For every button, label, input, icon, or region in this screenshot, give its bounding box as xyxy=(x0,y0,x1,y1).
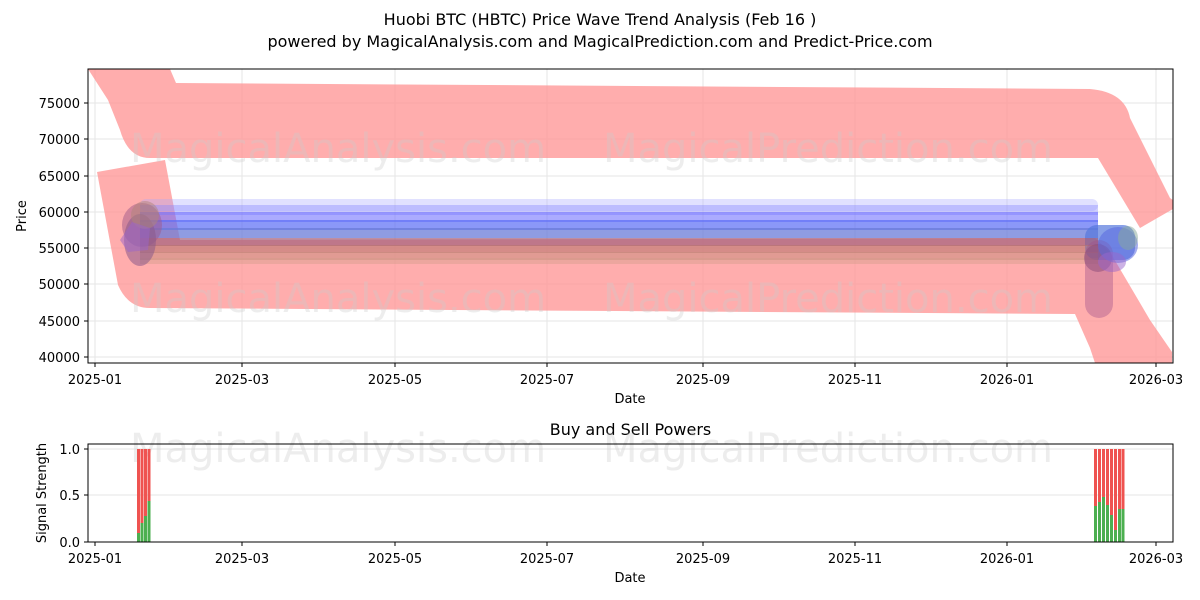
blue-trend-bands xyxy=(140,199,1135,260)
price-y-axis xyxy=(84,102,88,358)
y-tick: 60000 xyxy=(39,206,80,221)
brown-trend-bands xyxy=(140,238,1098,264)
y-tick: 1.0 xyxy=(59,443,80,458)
x-tick: 2026-03 xyxy=(1129,552,1183,567)
x-tick: 2025-01 xyxy=(68,373,122,388)
y-tick: 55000 xyxy=(39,242,80,257)
x-tick: 2025-01 xyxy=(68,552,122,567)
signal-x-axis xyxy=(94,542,1157,546)
x-tick: 2026-03 xyxy=(1129,373,1183,388)
y-tick: 70000 xyxy=(39,133,80,148)
y-tick: 75000 xyxy=(39,97,80,112)
x-tick: 2025-09 xyxy=(676,373,730,388)
left-cluster xyxy=(120,201,162,266)
x-tick: 2026-01 xyxy=(980,373,1034,388)
watermark-prediction: MagicalPrediction.com xyxy=(603,126,1053,172)
right-cluster xyxy=(1084,226,1138,318)
signal-y-axis xyxy=(84,448,88,543)
chart-subtitle: powered by MagicalAnalysis.com and Magic… xyxy=(267,32,933,51)
watermark-prediction: MagicalPrediction.com xyxy=(603,276,1053,322)
price-plot-frame xyxy=(87,68,1174,364)
x-tick: 2025-05 xyxy=(368,373,422,388)
signal-grid xyxy=(88,448,1173,496)
price-x-label: Date xyxy=(614,392,645,407)
y-tick: 0.5 xyxy=(59,489,80,504)
y-tick: 45000 xyxy=(39,315,80,330)
watermark-analysis: MagicalAnalysis.com xyxy=(130,426,546,472)
x-tick: 2025-03 xyxy=(215,373,269,388)
x-tick: 2026-01 xyxy=(980,552,1034,567)
signal-x-label: Date xyxy=(614,571,645,586)
x-tick: 2025-11 xyxy=(828,552,882,567)
x-tick: 2025-07 xyxy=(520,373,574,388)
x-tick: 2025-03 xyxy=(215,552,269,567)
upper-red-wave-band xyxy=(88,69,1173,228)
chart-title: Huobi BTC (HBTC) Price Wave Trend Analys… xyxy=(383,10,817,29)
signal-y-label: Signal Strength xyxy=(35,443,50,543)
y-tick: 40000 xyxy=(39,351,80,366)
y-tick: 0.0 xyxy=(59,536,80,551)
y-tick: 50000 xyxy=(39,278,80,293)
x-tick: 2025-05 xyxy=(368,552,422,567)
price-y-label: Price xyxy=(15,200,30,232)
watermark-analysis: MagicalAnalysis.com xyxy=(130,126,546,172)
price-x-axis xyxy=(94,363,1157,367)
x-tick: 2025-09 xyxy=(676,552,730,567)
watermark-prediction: MagicalPrediction.com xyxy=(603,426,1053,472)
y-tick: 65000 xyxy=(39,170,80,185)
x-tick: 2025-07 xyxy=(520,552,574,567)
lower-red-wave-band xyxy=(97,160,1172,363)
x-tick: 2025-11 xyxy=(828,373,882,388)
buy-sell-title: Buy and Sell Powers xyxy=(549,420,712,439)
watermark-analysis: MagicalAnalysis.com xyxy=(130,276,546,322)
signal-bars xyxy=(137,449,1125,542)
signal-plot-frame xyxy=(87,443,1174,543)
